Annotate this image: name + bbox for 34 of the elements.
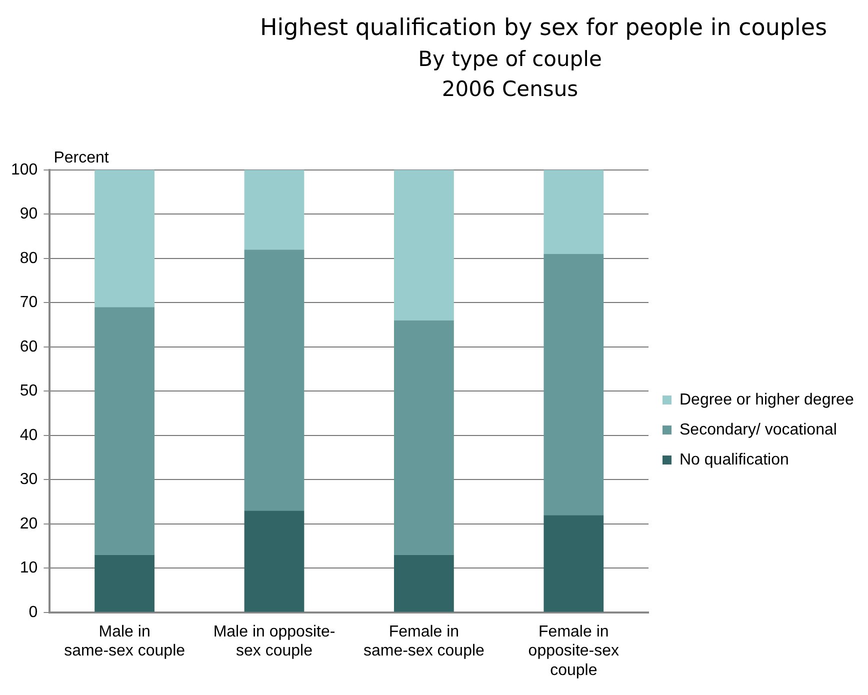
bar: [94, 307, 154, 555]
y-tick-label: 90: [20, 206, 38, 223]
y-axis-title: Percent: [54, 149, 110, 166]
legend-label: No qualification: [680, 451, 789, 468]
bar: [544, 170, 604, 254]
y-tick-label: 60: [20, 338, 38, 356]
bar: [394, 170, 454, 320]
y-tick-label: 50: [20, 382, 38, 400]
y-tick-label: 0: [28, 604, 38, 621]
y-tick-label: 70: [20, 294, 38, 312]
y-tick-label: 80: [20, 250, 38, 267]
legend-label: Degree or higher degree: [680, 391, 854, 408]
y-tick-label: 40: [20, 426, 38, 444]
bar: [244, 510, 304, 612]
bar: [244, 250, 304, 511]
bar: [244, 170, 304, 250]
chart-subtitle: By type of couple: [417, 46, 603, 73]
text: 2006 Census: [440, 76, 580, 103]
x-tick-label: Female in same-sex couple: [363, 623, 485, 660]
bar: [394, 320, 454, 555]
chart-title: Highest qualification by sex for people in couples: [260, 14, 828, 43]
bar: [394, 554, 454, 612]
x-tick-label: Male in same-sex couple: [64, 623, 186, 660]
bar: [94, 170, 154, 308]
y-tick-label: 30: [20, 471, 38, 488]
bar: [544, 254, 604, 516]
x-tick-label: Male in opposite-sex couple: [213, 623, 336, 660]
x-tick-label: Female in opposite-sex couple: [528, 623, 620, 679]
y-tick-label: 100: [10, 161, 38, 178]
bar: [94, 554, 154, 612]
legend-label: Secondary/ vocational: [680, 421, 837, 438]
y-tick-label: 10: [20, 560, 38, 577]
bar: [544, 515, 604, 612]
y-tick-label: 20: [20, 515, 38, 532]
